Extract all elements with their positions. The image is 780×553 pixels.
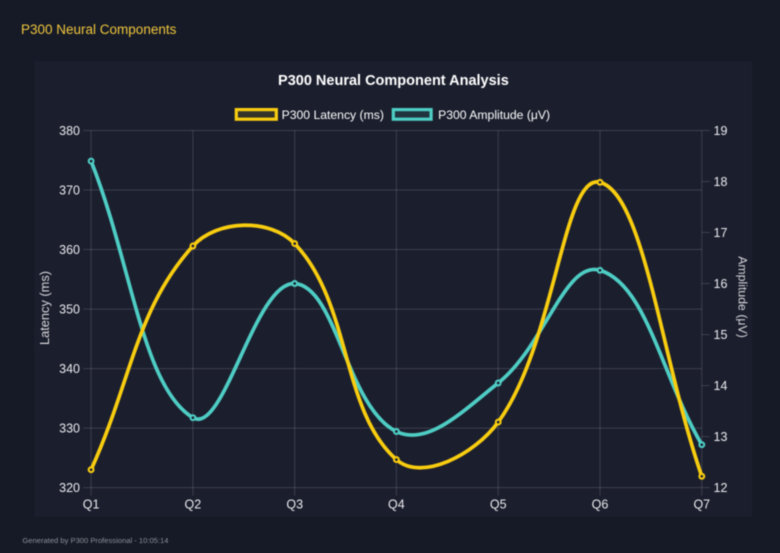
svg-text:Q7: Q7 <box>693 497 710 511</box>
svg-text:350: 350 <box>59 302 80 316</box>
svg-text:340: 340 <box>59 362 80 376</box>
svg-text:360: 360 <box>59 243 80 257</box>
svg-text:Amplitude (μV): Amplitude (μV) <box>736 256 750 338</box>
svg-text:330: 330 <box>59 421 80 435</box>
svg-text:Q3: Q3 <box>286 497 303 511</box>
svg-text:15: 15 <box>714 328 728 342</box>
svg-text:12: 12 <box>714 481 728 495</box>
svg-text:370: 370 <box>59 183 80 197</box>
svg-text:19: 19 <box>714 124 728 138</box>
svg-text:Q1: Q1 <box>83 497 100 511</box>
svg-text:P300 Amplitude (μV): P300 Amplitude (μV) <box>438 108 550 122</box>
svg-text:14: 14 <box>714 379 728 393</box>
svg-text:380: 380 <box>59 124 80 138</box>
svg-text:Generated by P300 Professional: Generated by P300 Professional - 10:05:1… <box>22 536 168 545</box>
svg-text:Q5: Q5 <box>490 497 507 511</box>
svg-text:Q6: Q6 <box>592 497 609 511</box>
svg-text:Q2: Q2 <box>185 497 202 511</box>
svg-text:16: 16 <box>714 277 728 291</box>
svg-text:P300 Neural Components: P300 Neural Components <box>21 22 177 37</box>
svg-text:Latency (ms): Latency (ms) <box>37 271 52 345</box>
svg-text:P300 Neural Component Analysis: P300 Neural Component Analysis <box>278 73 509 89</box>
svg-text:Q4: Q4 <box>388 497 405 511</box>
svg-text:P300 Latency (ms): P300 Latency (ms) <box>282 108 384 122</box>
svg-text:320: 320 <box>59 481 80 495</box>
svg-text:13: 13 <box>714 430 728 444</box>
svg-text:17: 17 <box>714 226 728 240</box>
svg-text:18: 18 <box>714 175 728 189</box>
